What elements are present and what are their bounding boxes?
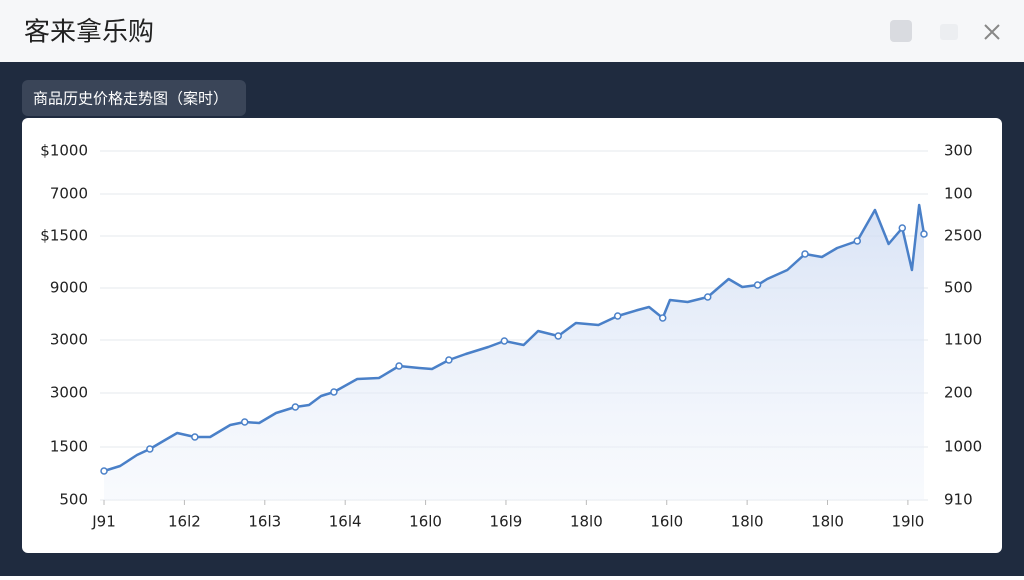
area	[104, 205, 924, 500]
y-tick-label: 3000	[50, 384, 88, 402]
point	[898, 224, 907, 232]
y-tick-label: 3000	[50, 331, 88, 349]
badge-bg	[22, 80, 246, 116]
point	[330, 388, 338, 396]
point	[920, 230, 928, 238]
y2-tick-label: 2500	[944, 227, 982, 245]
point	[658, 314, 667, 322]
x-tick-label: 18l0	[731, 513, 764, 531]
x-tick-label: 19l0	[891, 513, 924, 531]
y2-tick-label: 300	[944, 142, 973, 160]
point	[191, 433, 199, 441]
y-tick-label: 500	[59, 491, 88, 509]
x-tick-label: 18l0	[811, 513, 844, 531]
close-button[interactable]	[984, 24, 1000, 40]
y-tick-label: $1000	[40, 142, 88, 160]
point	[613, 312, 622, 320]
point	[291, 403, 300, 411]
y2-tick-label: 1000	[944, 438, 982, 456]
x-tick-label: 18l0	[570, 513, 603, 531]
x-tick-label: 16l0	[409, 513, 442, 531]
header-title: 客来拿乐购	[24, 18, 154, 48]
point	[240, 418, 249, 426]
x-tick-label: 16l9	[490, 513, 523, 531]
header-bar	[0, 0, 1024, 62]
y2-tick-label: 1100	[944, 331, 982, 349]
y2-tick-label: 200	[944, 384, 973, 402]
y-tick-label: $1500	[40, 227, 88, 245]
x-tick-label: J91	[91, 513, 116, 531]
point	[146, 445, 154, 453]
y2-tick-label: 910	[944, 491, 973, 509]
y2-tick-label: 500	[944, 279, 973, 297]
x-tick-label: 16l2	[168, 513, 201, 531]
point	[445, 356, 453, 364]
x-tick-label: 16l3	[248, 513, 281, 531]
point	[853, 237, 862, 245]
point	[395, 362, 403, 370]
y-tick-label: 7000	[50, 185, 88, 203]
x-tick-label: 16l4	[329, 513, 362, 531]
icon[interactable]	[940, 24, 958, 40]
icon[interactable]	[890, 20, 912, 42]
point	[100, 467, 108, 475]
point	[554, 332, 562, 340]
line	[103, 203, 926, 473]
y2-tick-label: 100	[944, 185, 973, 203]
point	[753, 281, 762, 289]
y-tick-label: 9000	[50, 279, 88, 297]
point	[703, 293, 712, 301]
point	[500, 337, 509, 345]
badge: 商品历史价格走势图（案时）	[33, 90, 228, 108]
point	[801, 250, 809, 258]
y-tick-label: 1500	[50, 438, 88, 456]
x-tick-label: 16l0	[650, 513, 683, 531]
